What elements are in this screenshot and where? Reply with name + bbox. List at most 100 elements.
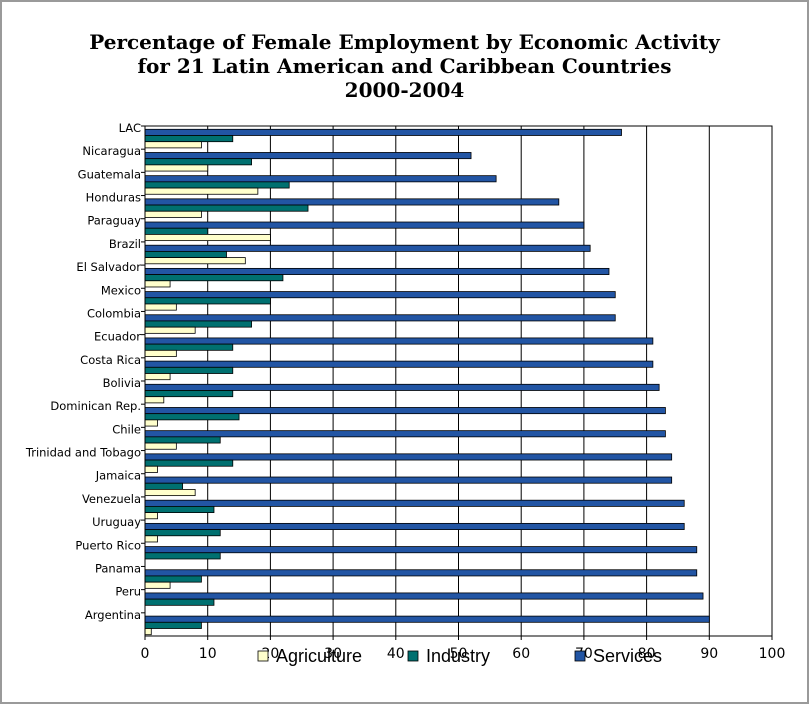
bar-industry — [144, 204, 309, 212]
bar-agriculture — [144, 373, 171, 381]
bar-industry — [144, 297, 271, 305]
bar-industry — [144, 343, 234, 351]
category-label: Nicaragua — [82, 144, 141, 158]
bar-services — [144, 337, 654, 345]
bar-services — [144, 522, 685, 530]
bar-industry — [144, 505, 215, 513]
legend-label-agriculture: Agriculture — [276, 646, 362, 666]
bar-agriculture — [144, 257, 246, 265]
bar-agriculture — [144, 581, 171, 589]
bar-agriculture — [144, 465, 158, 473]
bar-industry — [144, 390, 234, 398]
bar-industry — [144, 413, 240, 421]
category-label: Chile — [112, 422, 141, 436]
bar-agriculture — [144, 512, 158, 520]
bar-agriculture — [144, 326, 196, 334]
bar-services — [144, 198, 560, 206]
chart-title-line-2: for 21 Latin American and Caribbean Coun… — [137, 54, 672, 78]
category-label: Panama — [95, 561, 141, 575]
bar-services — [144, 244, 591, 252]
category-label: Bolivia — [103, 376, 141, 390]
category-label: Jamaica — [95, 469, 141, 483]
bar-agriculture — [144, 442, 177, 450]
bar-agriculture — [144, 280, 171, 288]
bar-services — [144, 569, 698, 577]
x-tick-label: 40 — [387, 646, 405, 662]
bar-services — [144, 430, 666, 438]
bar-services — [144, 546, 698, 554]
x-tick-label: 100 — [759, 646, 786, 662]
x-tick-label: 30 — [324, 646, 342, 662]
chart-title-line-1: Percentage of Female Employment by Econo… — [89, 30, 720, 54]
bar-agriculture — [144, 628, 152, 636]
bar-industry — [144, 250, 227, 258]
bar-agriculture — [144, 489, 196, 497]
category-labels: LAC Nicaragua Guatemala Honduras Paraguay Bra… — [25, 121, 141, 622]
bar-industry — [144, 529, 221, 537]
bar-services — [144, 615, 710, 623]
category-label: El Salvador — [76, 260, 141, 274]
bar-agriculture — [144, 535, 158, 543]
bar-agriculture — [144, 187, 259, 195]
bar-services — [144, 592, 704, 600]
bar-industry — [144, 135, 234, 143]
bar-industry — [144, 158, 252, 166]
category-label: Brazil — [109, 237, 141, 251]
category-label: Ecuador — [94, 330, 141, 344]
x-tick-label: 80 — [638, 646, 656, 662]
bar-services — [144, 128, 622, 136]
legend-label-industry: Industry — [426, 646, 490, 666]
category-label: Costa Rica — [80, 353, 141, 367]
category-label: Uruguay — [92, 515, 141, 529]
bar-industry — [144, 459, 234, 467]
legend-swatch-services — [574, 650, 586, 662]
category-label: Guatemala — [78, 167, 141, 181]
bar-agriculture — [144, 396, 165, 404]
bar-services — [144, 221, 585, 229]
bar-industry — [144, 366, 234, 374]
bar-industry — [144, 598, 215, 606]
bar-industry — [144, 621, 202, 629]
bar-industry — [144, 227, 209, 235]
bar-industry — [144, 552, 221, 560]
category-label: Honduras — [86, 191, 141, 205]
category-label: Puerto Rico — [75, 538, 141, 552]
x-tick-label: 0 — [141, 646, 150, 662]
category-label: Dominican Rep. — [50, 399, 141, 413]
bar-services — [144, 267, 610, 275]
bar-industry — [144, 320, 252, 328]
x-tick-label: 10 — [199, 646, 217, 662]
x-tick-label: 60 — [512, 646, 530, 662]
chart-title-line-3: 2000-2004 — [344, 78, 465, 102]
legend-swatch-industry — [407, 650, 419, 662]
category-label: Trinidad and Tobago — [25, 446, 141, 460]
chart-title: Percentage of Female Employment by Econo… — [0, 30, 809, 102]
bar-services — [144, 152, 472, 160]
legend: Agriculture Industry Services — [257, 646, 662, 666]
bar-agriculture — [144, 234, 271, 242]
bar-industry — [144, 436, 221, 444]
category-label: Paraguay — [87, 214, 141, 228]
category-label: Venezuela — [82, 492, 141, 506]
legend-swatch-agriculture — [257, 650, 269, 662]
bar-services — [144, 499, 685, 507]
category-label: Colombia — [87, 306, 141, 320]
bar-services — [144, 383, 660, 391]
bar-agriculture — [144, 303, 177, 311]
category-label: Peru — [115, 585, 141, 599]
bar-industry — [144, 482, 184, 490]
bar-services — [144, 407, 666, 415]
bar-agriculture — [144, 349, 177, 357]
category-label: Argentina — [85, 608, 141, 622]
bar-services — [144, 175, 497, 183]
legend-label-services: Services — [593, 646, 662, 666]
bar-industry — [144, 181, 290, 189]
category-label: Mexico — [101, 283, 141, 297]
bars — [144, 128, 710, 636]
bar-services — [144, 291, 616, 299]
x-tick-label: 50 — [450, 646, 468, 662]
bar-agriculture — [144, 210, 202, 218]
bar-industry — [144, 575, 202, 583]
bar-services — [144, 453, 673, 461]
